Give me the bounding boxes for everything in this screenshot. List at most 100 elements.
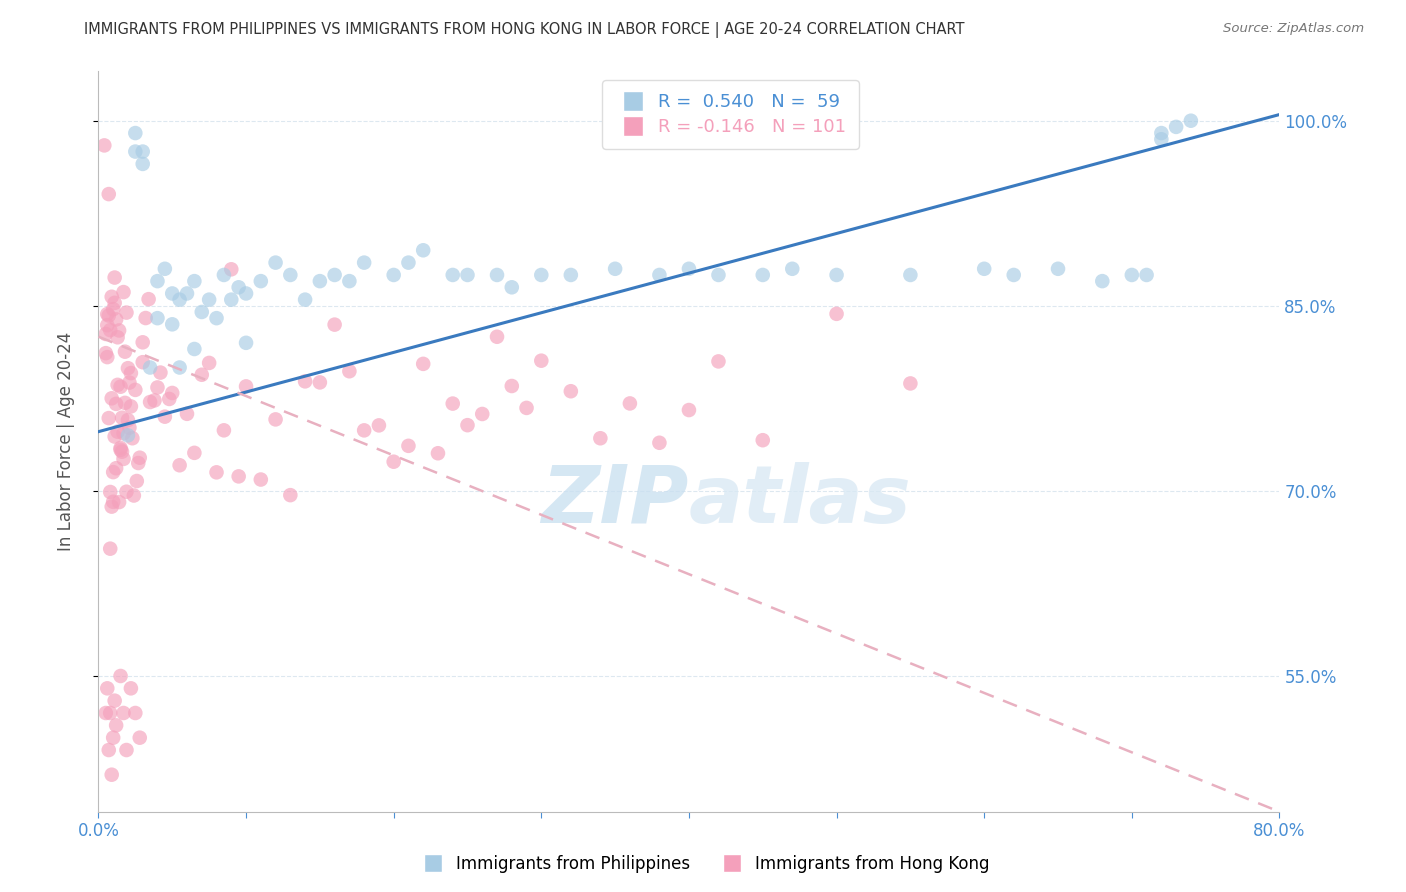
Point [205, 466, 228, 480]
Point [162, 286, 183, 301]
Point [427, 446, 450, 460]
Point [353, 423, 375, 437]
Text: atlas: atlas [689, 462, 911, 540]
Point [105, 312, 128, 326]
Point [100, 392, 122, 406]
Point [752, 433, 775, 447]
Point [221, 262, 243, 277]
Point [97, 309, 120, 323]
Point [191, 368, 214, 382]
Point [368, 418, 391, 433]
Point [441, 268, 464, 282]
Point [486, 330, 509, 344]
Point [973, 261, 995, 276]
Point [107, 425, 129, 439]
Legend: Immigrants from Philippines, Immigrants from Hong Kong: Immigrants from Philippines, Immigrants … [409, 848, 997, 880]
Point [132, 157, 155, 171]
Point [235, 286, 257, 301]
Point [143, 393, 166, 408]
Point [115, 484, 138, 499]
Point [103, 302, 125, 317]
Point [1091, 274, 1114, 288]
Point [108, 323, 131, 337]
Point [183, 274, 205, 288]
Point [382, 455, 405, 469]
Point [398, 439, 420, 453]
Point [96, 307, 118, 321]
Point [228, 280, 250, 294]
Point [139, 360, 162, 375]
Point [117, 428, 139, 442]
Point [235, 335, 257, 350]
Point [94, 326, 117, 341]
Point [486, 268, 509, 282]
Point [752, 268, 775, 282]
Point [707, 354, 730, 368]
Point [264, 255, 287, 269]
Point [105, 718, 128, 732]
Point [212, 423, 235, 437]
Point [112, 451, 135, 466]
Point [198, 293, 221, 307]
Point [124, 706, 146, 720]
Point [94, 706, 117, 720]
Point [104, 296, 127, 310]
Point [212, 268, 235, 282]
Point [115, 743, 138, 757]
Point [94, 346, 117, 360]
Point [110, 669, 132, 683]
Point [100, 768, 122, 782]
Point [169, 458, 191, 473]
Point [104, 270, 127, 285]
Point [382, 268, 405, 282]
Point [648, 268, 671, 282]
Point [250, 473, 273, 487]
Point [98, 541, 121, 556]
Point [120, 400, 142, 414]
Point [103, 495, 125, 509]
Text: ZIP: ZIP [541, 462, 689, 540]
Point [103, 465, 125, 479]
Point [118, 420, 141, 434]
Point [441, 396, 464, 410]
Point [111, 444, 134, 458]
Point [516, 401, 538, 415]
Point [323, 268, 346, 282]
Point [153, 261, 176, 276]
Point [98, 485, 121, 500]
Point [1150, 132, 1173, 146]
Point [825, 268, 848, 282]
Text: Source: ZipAtlas.com: Source: ZipAtlas.com [1223, 22, 1364, 36]
Point [183, 342, 205, 356]
Point [110, 380, 132, 394]
Text: IMMIGRANTS FROM PHILIPPINES VS IMMIGRANTS FROM HONG KONG IN LABOR FORCE | AGE 20: IMMIGRANTS FROM PHILIPPINES VS IMMIGRANT… [84, 22, 965, 38]
Point [1150, 126, 1173, 140]
Point [146, 311, 169, 326]
Point [139, 395, 162, 409]
Point [115, 305, 138, 319]
Point [560, 268, 582, 282]
Point [124, 126, 146, 140]
Point [100, 290, 122, 304]
Point [412, 244, 434, 258]
Point [264, 412, 287, 426]
Point [235, 379, 257, 393]
Point [530, 353, 553, 368]
Point [457, 268, 479, 282]
Point [782, 261, 804, 276]
Point [132, 145, 155, 159]
Point [149, 366, 172, 380]
Point [339, 274, 361, 288]
Point [1046, 261, 1070, 276]
Point [619, 396, 641, 410]
Point [707, 268, 730, 282]
Point [294, 375, 316, 389]
Point [648, 435, 671, 450]
Point [103, 731, 125, 745]
Point [132, 355, 155, 369]
Point [501, 379, 523, 393]
Point [228, 469, 250, 483]
Point [104, 429, 127, 443]
Point [339, 364, 361, 378]
Point [1002, 268, 1025, 282]
